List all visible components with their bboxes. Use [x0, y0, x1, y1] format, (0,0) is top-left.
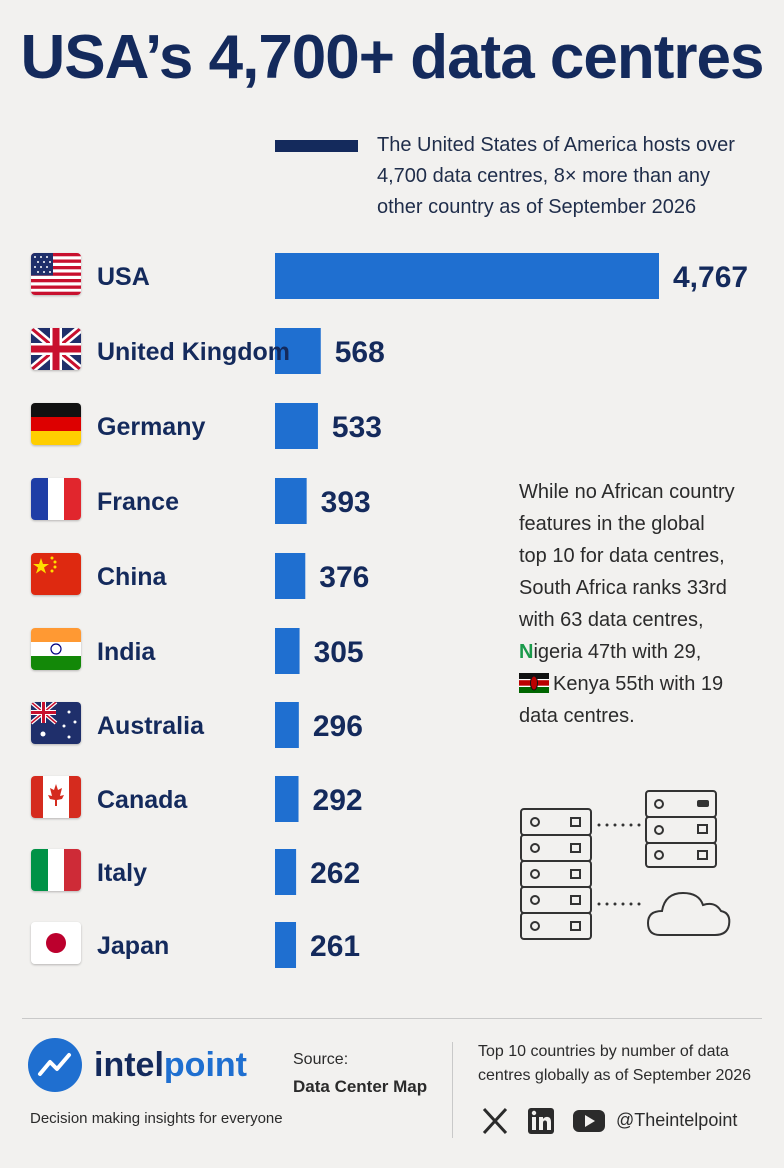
intro-accent-bar — [275, 140, 358, 152]
category-label: Canada — [97, 786, 188, 814]
category-label: France — [97, 488, 179, 516]
flag-uk-icon — [31, 328, 81, 370]
category-label: India — [97, 638, 156, 666]
value-label: 261 — [310, 930, 360, 963]
intro-text: The United States of America hosts over … — [377, 130, 767, 223]
category-label: Germany — [97, 413, 205, 441]
category-label: Australia — [97, 712, 205, 740]
value-label: 376 — [319, 561, 369, 594]
bar-usa — [275, 253, 659, 299]
footer-vertical-divider — [452, 1042, 453, 1138]
side-note-kenya: Kenya 55th with 19 — [519, 668, 779, 700]
side-note: While no African country features in the… — [519, 476, 779, 732]
brand-name: intelpoint — [94, 1046, 247, 1085]
flag-china-icon — [31, 553, 81, 595]
side-note-line: South Africa ranks 33rd — [519, 577, 727, 599]
intro-line-3: other country as of September 2026 — [377, 196, 697, 218]
bar-germany — [275, 403, 318, 449]
side-note-line: While no African country — [519, 481, 735, 503]
brand-part-1: intel — [94, 1046, 164, 1084]
value-label: 393 — [321, 486, 371, 519]
flag-kenya-icon — [519, 671, 549, 693]
footer-divider — [22, 1018, 762, 1019]
brand-part-2: point — [163, 1046, 247, 1084]
flag-japan-icon — [31, 922, 81, 964]
side-note-line: top 10 for data centres, — [519, 545, 725, 567]
bar-india — [275, 628, 300, 674]
value-label: 292 — [313, 784, 363, 817]
category-label: China — [97, 563, 168, 591]
side-note-line: data centres. — [519, 705, 635, 727]
category-label: Japan — [97, 932, 169, 960]
bar-chart: USA 4,767 United Kingdom 568 Germany 533 Franc… — [97, 253, 748, 968]
intelpoint-logo-icon — [28, 1038, 82, 1092]
value-label: 568 — [335, 336, 385, 369]
side-note-nigeria: Nigeria 47th with 29, — [519, 636, 779, 668]
page-title: USA’s 4,700+ data centres — [20, 23, 765, 92]
category-label: Italy — [97, 859, 147, 887]
flag-italy-icon — [31, 849, 81, 891]
value-label: 533 — [332, 411, 382, 444]
bar-italy — [275, 849, 297, 895]
social-handle[interactable]: @Theintelpoint — [616, 1110, 738, 1130]
value-label: 262 — [310, 857, 360, 890]
category-label: United Kingdom — [97, 338, 290, 366]
bar-canada — [275, 776, 299, 822]
value-label: 296 — [313, 710, 363, 743]
tagline: Decision making insights for everyone — [30, 1110, 283, 1127]
bar-china — [275, 553, 306, 599]
bar-japan — [275, 922, 297, 968]
bar-australia — [275, 702, 299, 748]
value-label: 4,767 — [673, 261, 748, 294]
linkedin-icon[interactable] — [526, 1104, 556, 1138]
source-label: Source: — [293, 1051, 349, 1068]
chart-caption: Top 10 countries by number of data centr… — [478, 1043, 752, 1084]
bar-united-kingdom — [275, 328, 321, 374]
flag-canada-icon — [31, 776, 81, 818]
server-cloud-illustration — [520, 790, 731, 940]
bar-france — [275, 478, 307, 524]
value-label: 305 — [314, 636, 364, 669]
nigeria-logo-letter: N — [519, 641, 534, 663]
intro-line-2: 4,700 data centres, 8× more than any — [377, 165, 710, 187]
x-icon[interactable] — [481, 1104, 509, 1138]
side-note-nigeria-text: igeria 47th with 29, — [533, 641, 702, 663]
flag-france-icon — [31, 478, 81, 520]
source-value: Data Center Map — [293, 1077, 428, 1096]
flag-germany-icon — [31, 403, 81, 445]
intro-line-1: The United States of America hosts over — [377, 134, 735, 156]
side-note-kenya-text: Kenya 55th with 19 — [553, 673, 724, 695]
category-label: USA — [97, 263, 150, 291]
flag-india-icon — [31, 628, 81, 670]
youtube-icon[interactable] — [572, 1104, 606, 1138]
flag-australia-icon — [31, 702, 81, 744]
side-note-line: with 63 data centres, — [519, 609, 704, 631]
side-note-line: features in the global — [519, 513, 705, 535]
flag-usa-icon — [31, 253, 81, 295]
